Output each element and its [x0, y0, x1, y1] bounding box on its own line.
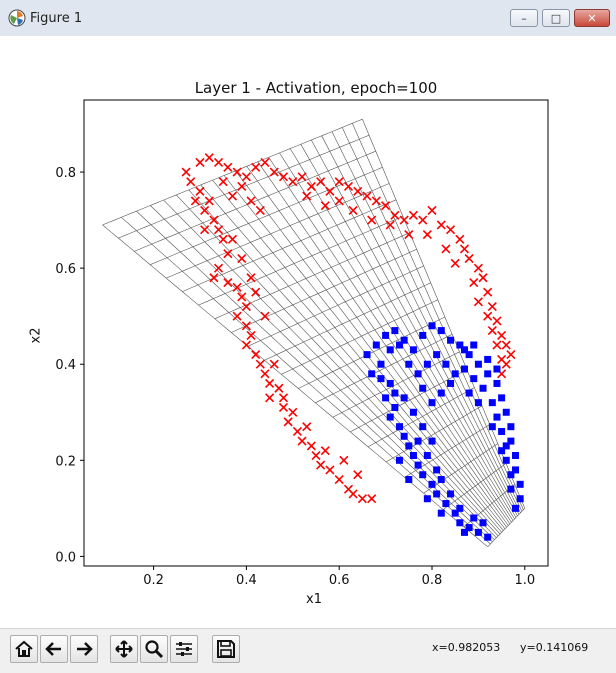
- close-button[interactable]: ✕: [574, 9, 610, 27]
- configure-subplots-icon: [176, 642, 192, 656]
- configure-subplots-button[interactable]: [170, 635, 198, 663]
- back-button[interactable]: [40, 635, 68, 663]
- figure-canvas[interactable]: [0, 36, 616, 628]
- cursor-x-readout: x=0.982053: [432, 641, 501, 654]
- zoom-button[interactable]: [140, 635, 168, 663]
- back-icon: [45, 642, 61, 656]
- navigation-toolbar: x=0.982053 y=0.141069: [0, 628, 616, 673]
- window-title: Figure 1: [30, 11, 83, 26]
- maximize-button[interactable]: □: [542, 9, 570, 27]
- window-title-bar[interactable]: Figure 1 – □ ✕: [0, 0, 616, 37]
- pan-icon: [115, 640, 133, 658]
- matplotlib-app-icon: [8, 9, 26, 27]
- y-axis-label: x2: [28, 327, 44, 344]
- chart-title: Layer 1 - Activation, epoch=100: [194, 79, 438, 97]
- cursor-y-readout: y=0.141069: [520, 641, 589, 654]
- save-icon: [217, 640, 235, 658]
- save-button[interactable]: [212, 635, 240, 663]
- forward-button[interactable]: [70, 635, 98, 663]
- zoom-icon: [145, 640, 164, 659]
- x-axis-label: x1: [306, 592, 322, 607]
- home-icon: [15, 640, 33, 657]
- minimize-button[interactable]: –: [510, 9, 538, 27]
- pan-button[interactable]: [110, 635, 138, 663]
- forward-icon: [77, 642, 93, 656]
- home-button[interactable]: [10, 635, 38, 663]
